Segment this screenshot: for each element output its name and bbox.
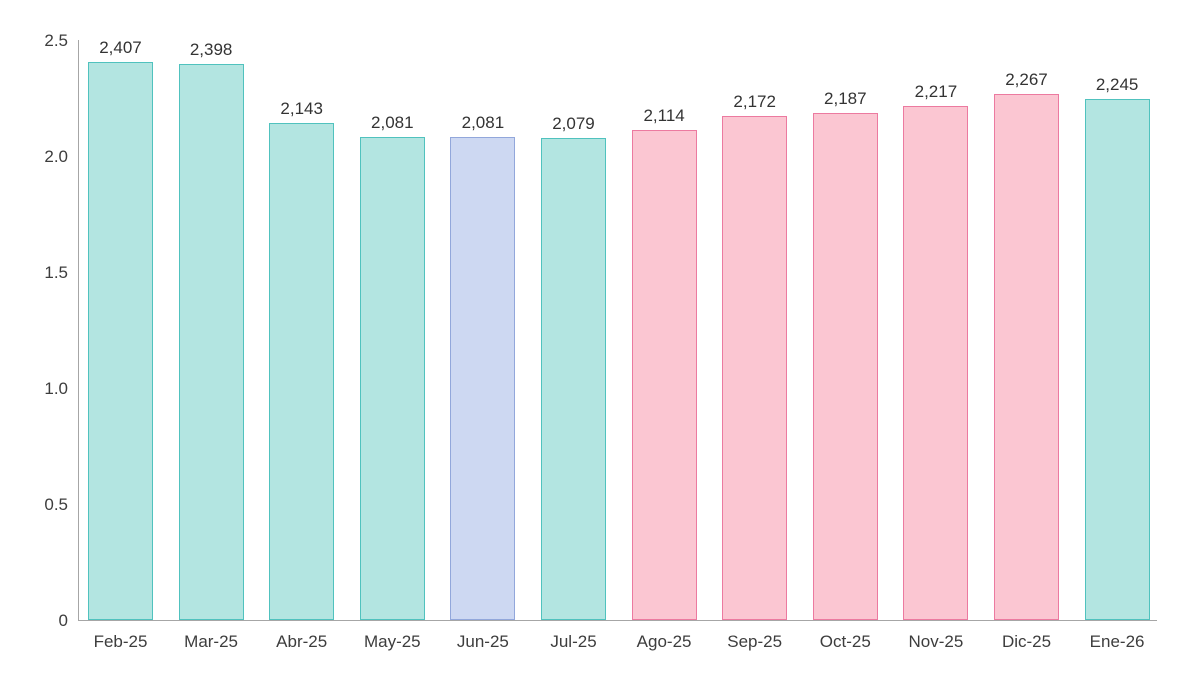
bar-value-label: 2,081 <box>461 113 505 133</box>
y-tick-label: 0 <box>58 611 68 630</box>
x-tick-label: Ago-25 <box>636 632 692 651</box>
bar-value-label: 2,081 <box>371 113 414 133</box>
bar-Ene-26 <box>1084 99 1150 620</box>
bar-Sep-25 <box>722 116 788 620</box>
bar-Oct-25 <box>812 112 878 620</box>
bar-value-label: 2,407 <box>99 37 142 57</box>
bar-May-25 <box>359 137 425 620</box>
y-axis <box>78 40 79 620</box>
x-tick-label: Dic-25 <box>1001 632 1052 651</box>
bar-value-label: 2,245 <box>1095 75 1139 95</box>
x-tick-label: Abr-25 <box>276 632 328 651</box>
x-axis <box>78 620 1157 621</box>
y-tick-label: 1.0 <box>44 379 68 398</box>
x-tick-label: Jul-25 <box>550 632 597 651</box>
x-tick-label: May-25 <box>363 632 421 651</box>
bar-Mar-25 <box>178 63 244 620</box>
bar-Nov-25 <box>903 105 969 620</box>
bar-Feb-25 <box>88 61 153 620</box>
bar-value-label: 2,267 <box>1005 70 1048 90</box>
bar-Jul-25 <box>541 137 606 620</box>
bar-value-label: 2,187 <box>824 88 867 108</box>
bar-Abr-25 <box>269 122 335 620</box>
y-tick-label: 1.5 <box>44 263 68 282</box>
y-tick-label: 2.0 <box>44 147 68 166</box>
bar-value-label: 2,114 <box>643 105 685 125</box>
bar-value-label: 2,398 <box>189 39 233 59</box>
bar-Ago-25 <box>631 129 697 620</box>
y-tick-label: 0.5 <box>44 495 68 514</box>
x-tick-label: Mar-25 <box>184 632 239 651</box>
x-tick-label: Sep-25 <box>727 632 783 651</box>
plot-area: 2,407 2,398 2,143 2,081 2,081 2,079 2,114 2,172… <box>78 39 1157 621</box>
x-tick-label: Nov-25 <box>908 632 964 651</box>
bar-value-label: 2,079 <box>552 113 595 133</box>
bar-value-label: 2,217 <box>914 81 958 101</box>
bar-value-label: 2,172 <box>733 92 776 112</box>
bar-value-label: 2,143 <box>280 98 323 118</box>
x-tick-label: Jun-25 <box>456 632 509 651</box>
x-tick-label: Feb-25 <box>93 632 148 651</box>
bar-Jun-25 <box>450 137 516 620</box>
y-tick-label: 2.5 <box>44 31 68 50</box>
bar-Dic-25 <box>994 94 1059 620</box>
x-tick-label: Ene-26 <box>1089 632 1145 651</box>
x-tick-label: Oct-25 <box>819 632 871 651</box>
